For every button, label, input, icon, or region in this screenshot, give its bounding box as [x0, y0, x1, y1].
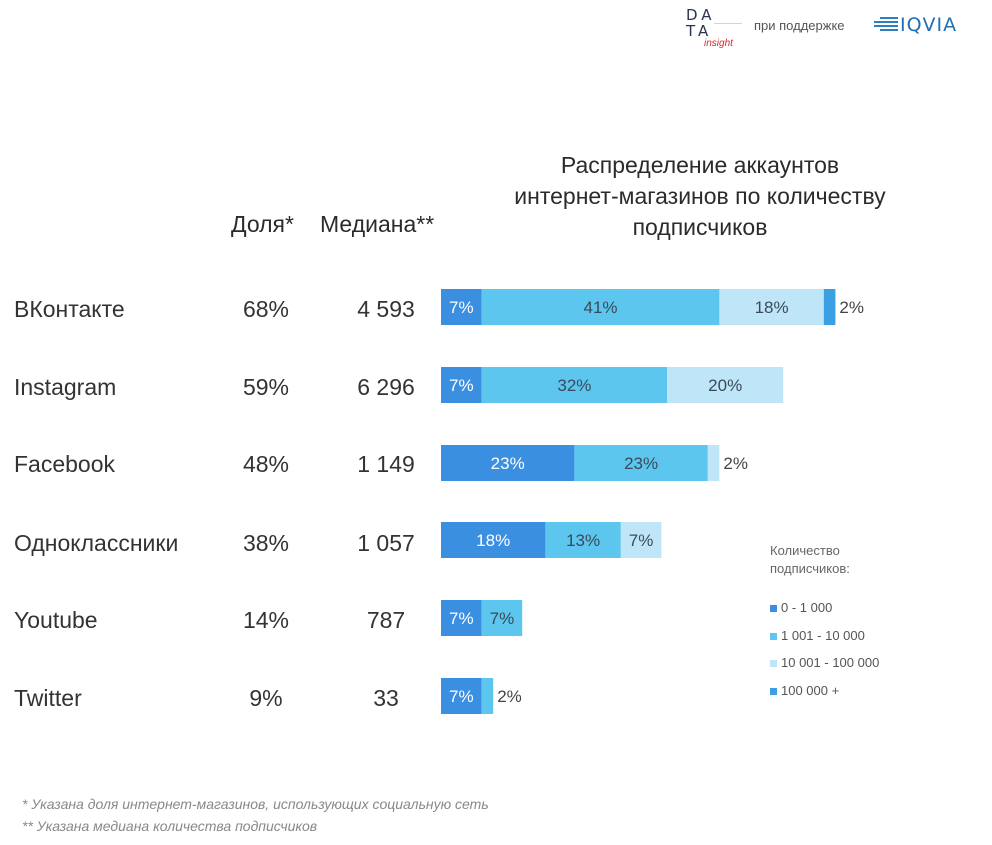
bar-segment — [481, 367, 668, 403]
row-share: 14% — [242, 607, 290, 633]
row-median: 6 296 — [357, 374, 415, 400]
row-share: 59% — [242, 374, 290, 400]
support-text: при поддержке — [754, 18, 845, 33]
bar-segment — [441, 367, 482, 403]
bar-segment — [441, 600, 482, 636]
bar-value-label: 13% — [566, 531, 600, 550]
bar-value-label: 7% — [629, 531, 654, 550]
legend-label: 0 - 1 000 — [781, 600, 833, 615]
legend-label: 100 000 + — [781, 683, 840, 698]
bar-segment — [574, 445, 708, 481]
row-share: 68% — [242, 296, 290, 322]
row-label-instagram: Instagram — [14, 374, 117, 400]
bar-segment — [481, 600, 523, 636]
legend-swatch — [770, 660, 777, 668]
bar-value-label: 20% — [708, 376, 742, 395]
bar-value-label: 2% — [839, 298, 864, 317]
row-label-facebook: Facebook — [14, 451, 116, 477]
chart-title: Распределение аккаунтов интернет-магазин… — [470, 150, 930, 243]
legend-item: 10 001 - 100 000 — [770, 655, 879, 670]
bar-value-label: 32% — [557, 376, 591, 395]
row-label-twitter: Twitter — [14, 685, 82, 711]
footnote-share: * Указана доля интернет-магазинов, испол… — [22, 796, 489, 812]
legend-swatch — [770, 633, 777, 641]
bar-value-label: 7% — [449, 298, 474, 317]
data-insight-logo: DA TA insight — [686, 8, 746, 52]
legend-title: Количество подписчиков: — [770, 543, 850, 576]
legend-label: 10 001 - 100 000 — [781, 655, 880, 670]
legend: Количество подписчиков: 0 - 1 000 1 001 … — [770, 542, 970, 698]
legend-item: 1 001 - 10 000 — [770, 628, 865, 643]
row-median: 4 593 — [357, 296, 415, 322]
row-label-youtube: Youtube — [14, 607, 98, 633]
bar-segment — [667, 367, 784, 403]
bar-value-label: 7% — [449, 687, 474, 706]
footnote-median: ** Указана медиана количества подписчико… — [22, 818, 318, 834]
bar-segment — [823, 289, 836, 325]
row-label-odnoklassniki: Одноклассники — [14, 530, 179, 556]
bar-segment — [441, 678, 482, 714]
bar-segment — [545, 522, 621, 558]
logo-line-1: DA — [686, 6, 716, 24]
legend-item: 0 - 1 000 — [770, 600, 832, 615]
bar-segment — [481, 289, 720, 325]
chart-title-line: Распределение аккаунтов — [560, 152, 840, 178]
bar-segment — [441, 445, 575, 481]
bar-segment — [441, 522, 546, 558]
logo-divider — [714, 23, 742, 24]
row-share: 38% — [242, 530, 290, 556]
iqvia-logo: IQVIA — [874, 12, 974, 38]
row-median: 1 057 — [357, 530, 415, 556]
bar-value-label: 7% — [449, 609, 474, 628]
bar-value-label: 2% — [723, 454, 748, 473]
legend-swatch — [770, 688, 777, 696]
median-column-header: Медиана** — [320, 211, 435, 237]
bar-segment — [719, 289, 824, 325]
legend-item: 100 000 + — [770, 683, 839, 698]
row-median: 1 149 — [357, 451, 415, 477]
bar-value-label: 7% — [490, 609, 515, 628]
bar-value-label: 7% — [449, 376, 474, 395]
row-median: 33 — [373, 685, 399, 711]
logo-line-2: TA — [686, 22, 713, 40]
bar-value-label: 23% — [491, 454, 525, 473]
legend-swatch — [770, 605, 777, 613]
chart-title-line: подписчиков — [632, 214, 768, 240]
bar-value-label: 2% — [497, 687, 522, 706]
bar-segment — [441, 289, 482, 325]
legend-label: 1 001 - 10 000 — [781, 628, 865, 643]
row-share: 9% — [249, 685, 283, 711]
iqvia-wordmark: IQVIA — [900, 14, 958, 36]
bar-value-label: 18% — [476, 531, 510, 550]
bar-segment — [620, 522, 662, 558]
bar-segment — [481, 678, 494, 714]
bar-value-label: 18% — [755, 298, 789, 317]
row-median: 787 — [366, 607, 406, 633]
iqvia-stripes-icon — [874, 17, 900, 33]
row-label-vkontakte: ВКонтакте — [14, 296, 125, 322]
logo-subtitle: insight — [704, 38, 733, 49]
share-column-header: Доля* — [231, 211, 294, 237]
row-share: 48% — [242, 451, 290, 477]
bar-value-label: 23% — [624, 454, 658, 473]
bar-value-label: 41% — [583, 298, 617, 317]
bar-segment — [707, 445, 720, 481]
chart-title-line: интернет-магазинов по количеству — [514, 183, 886, 209]
